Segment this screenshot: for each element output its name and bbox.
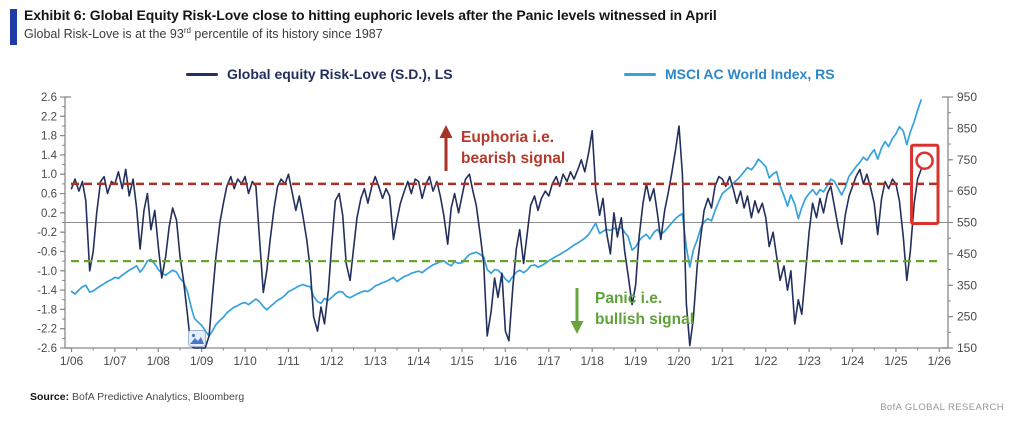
x-axis-tick-label: 1/26 bbox=[928, 354, 952, 368]
highlight-box bbox=[910, 143, 940, 225]
y-axis-right-tick-label: 150 bbox=[957, 341, 977, 355]
x-axis-tick-label: 1/07 bbox=[103, 354, 127, 368]
y-axis-right-tick-label: 850 bbox=[957, 121, 977, 135]
y-axis-left-tick-label: 1.8 bbox=[41, 131, 57, 143]
x-axis-tick-label: 1/09 bbox=[190, 354, 214, 368]
legend-risk-love-label: Global equity Risk-Love (S.D.), LS bbox=[227, 66, 453, 82]
y-axis-right-tick-label: 950 bbox=[957, 90, 977, 104]
x-axis-tick-label: 1/22 bbox=[754, 354, 778, 368]
x-axis-tick-label: 1/21 bbox=[711, 354, 735, 368]
x-axis-tick-label: 1/16 bbox=[494, 354, 518, 368]
y-axis-left-tick-label: 0.2 bbox=[41, 208, 57, 220]
y-axis-right-tick-label: 750 bbox=[957, 153, 977, 167]
page-title: Exhibit 6: Global Equity Risk-Love close… bbox=[24, 7, 717, 23]
page-subtitle: Global Risk-Love is at the 93rd percenti… bbox=[24, 26, 984, 41]
y-axis-left-tick-label: -0.2 bbox=[37, 227, 57, 239]
source-note: Source: BofA Predictive Analytics, Bloom… bbox=[30, 391, 244, 403]
y-axis-left-tick-label: -0.6 bbox=[37, 246, 57, 258]
x-axis-tick-label: 1/12 bbox=[320, 354, 344, 368]
bofa-global-research-watermark: BofA GLOBAL RESEARCH bbox=[880, 402, 1004, 413]
subtitle-ordinal: rd bbox=[183, 26, 191, 35]
x-axis-tick-label: 1/20 bbox=[667, 354, 691, 368]
x-axis-tick-label: 1/10 bbox=[233, 354, 257, 368]
source-text: BofA Predictive Analytics, Bloomberg bbox=[69, 391, 245, 403]
y-axis-right-tick-label: 350 bbox=[957, 278, 977, 292]
x-axis-tick-label: 1/19 bbox=[624, 354, 648, 368]
x-axis-tick-label: 1/11 bbox=[277, 354, 300, 368]
highlight-circle bbox=[915, 151, 934, 170]
x-axis-tick-label: 1/18 bbox=[581, 354, 605, 368]
y-axis-right-tick-label: 250 bbox=[957, 310, 977, 324]
x-axis-tick-label: 1/17 bbox=[537, 354, 561, 368]
title-accent-bar bbox=[10, 9, 17, 45]
y-axis-right-tick-label: 650 bbox=[957, 184, 977, 198]
risk-love-line-swatch bbox=[186, 72, 218, 76]
source-label: Source: bbox=[30, 391, 70, 403]
y-axis-left-tick-label: -1.8 bbox=[37, 304, 57, 316]
euphoria-up-arrow-icon bbox=[439, 125, 453, 171]
y-axis-right-tick-label: 550 bbox=[957, 216, 977, 230]
y-axis-left-tick-label: -1.0 bbox=[37, 266, 57, 278]
panic-down-arrow-icon bbox=[570, 288, 584, 334]
y-axis-right-tick-label: 450 bbox=[957, 247, 977, 261]
y-axis-left-tick-label: -2.6 bbox=[37, 343, 57, 355]
y-axis-left-tick-label: 1.0 bbox=[41, 169, 57, 181]
euphoria-annotation-line1: Euphoria i.e. bbox=[461, 129, 555, 146]
y-axis-left-tick-label: 1.4 bbox=[41, 150, 58, 162]
legend-msci-label: MSCI AC World Index, RS bbox=[665, 66, 835, 82]
x-axis-tick-label: 1/15 bbox=[450, 354, 474, 368]
y-axis-left-tick-label: 2.6 bbox=[41, 92, 57, 104]
panic-annotation-line1: Panic i.e. bbox=[595, 290, 663, 307]
y-axis-left-tick-label: 2.2 bbox=[41, 111, 57, 123]
panic-annotation-line2: bullish signal bbox=[595, 311, 695, 328]
risk-love-line bbox=[70, 125, 922, 349]
legend-item-risk-love: Global equity Risk-Love (S.D.), LS bbox=[186, 66, 453, 82]
subtitle-text-rest: percentile of its history since 1987 bbox=[190, 27, 383, 42]
msci-line-swatch bbox=[624, 72, 656, 76]
y-axis-left-tick-label: -1.4 bbox=[37, 285, 57, 297]
y-axis-left-tick-label: 0.6 bbox=[41, 189, 57, 201]
subtitle-text: Global Risk-Love is at the 93 bbox=[24, 27, 184, 42]
x-axis-tick-label: 1/25 bbox=[884, 354, 908, 368]
legend-item-msci: MSCI AC World Index, RS bbox=[624, 66, 835, 82]
x-axis-tick-label: 1/24 bbox=[841, 354, 865, 368]
image-artifact-icon bbox=[188, 330, 206, 347]
line-chart: 2.6 2.2 1.8 1.4 1.0 0.6 0.2 -0.2 -0.6 -1.0 -1.4 -1.… bbox=[37, 90, 977, 368]
euphoria-annotation-line2: bearish signal bbox=[461, 150, 566, 167]
x-axis-tick-label: 1/06 bbox=[60, 354, 84, 368]
panic-annotation: Panic i.e. bullish signal bbox=[595, 288, 694, 330]
x-axis-tick-label: 1/23 bbox=[797, 354, 821, 368]
x-axis-tick-label: 1/08 bbox=[147, 354, 171, 368]
x-axis-tick-label: 1/13 bbox=[364, 354, 388, 368]
x-axis-tick-label: 1/14 bbox=[407, 354, 431, 368]
y-axis-left-tick-label: -2.2 bbox=[37, 324, 57, 336]
euphoria-annotation: Euphoria i.e. bearish signal bbox=[461, 127, 565, 169]
